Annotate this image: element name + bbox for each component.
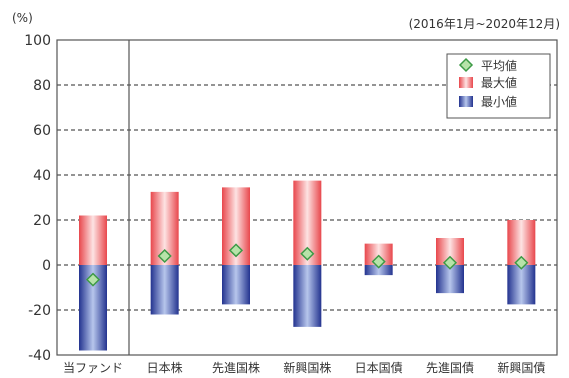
y-tick-label: 20 [33,213,51,229]
average-marker [85,272,101,287]
period-label: (2016年1月~2020年12月) [409,17,560,31]
y-tick-label: -40 [28,348,51,364]
plot-frame [56,39,558,356]
x-tick-labels: 当ファンド 日本株 先進国株 新興国株 日本国債 先進国債 新興国債 [63,360,545,375]
max-bar [79,215,107,265]
min-bar [293,265,322,327]
y-tick-label: 100 [24,33,51,49]
axes [56,39,558,356]
y-tick-label: 40 [33,168,51,184]
min-bar [222,265,250,305]
min-bar [507,265,536,305]
min-bar [150,265,179,315]
average-marker [300,246,315,261]
legend-average-label: 平均値 [481,58,517,73]
average-marker [514,255,529,270]
x-tick-label: 日本株 [147,360,183,375]
average-marker [228,243,244,258]
min-bar [364,265,393,276]
max-bar [364,243,393,265]
x-tick-label: 新興国債 [497,360,545,375]
y-tick-label: 60 [33,123,51,139]
legend-max-swatch-icon [459,77,473,88]
y-unit-label: (%) [12,11,33,25]
legend-max-label: 最大値 [481,75,517,90]
y-tick-label: -20 [28,303,51,319]
legend-min-label: 最小値 [481,94,517,109]
y-tick-labels: -40 -20 0 20 40 60 80 100 [24,33,51,364]
average-marker [157,248,172,264]
x-tick-label: 先進国債 [426,360,474,375]
average-marker [442,255,458,270]
x-tick-label: 当ファンド [63,361,123,375]
legend-min-swatch-icon [459,96,473,107]
average-markers [85,243,529,287]
y-tick-label: 80 [33,78,51,94]
x-tick-label: 先進国株 [212,360,260,375]
y-tick-label: 0 [42,258,51,274]
x-tick-label: 日本国債 [355,360,403,375]
x-tick-label: 新興国株 [283,360,331,375]
legend: 平均値 最大値 最小値 [446,53,551,119]
average-marker [371,254,386,269]
legend-average-marker-icon [458,57,474,73]
